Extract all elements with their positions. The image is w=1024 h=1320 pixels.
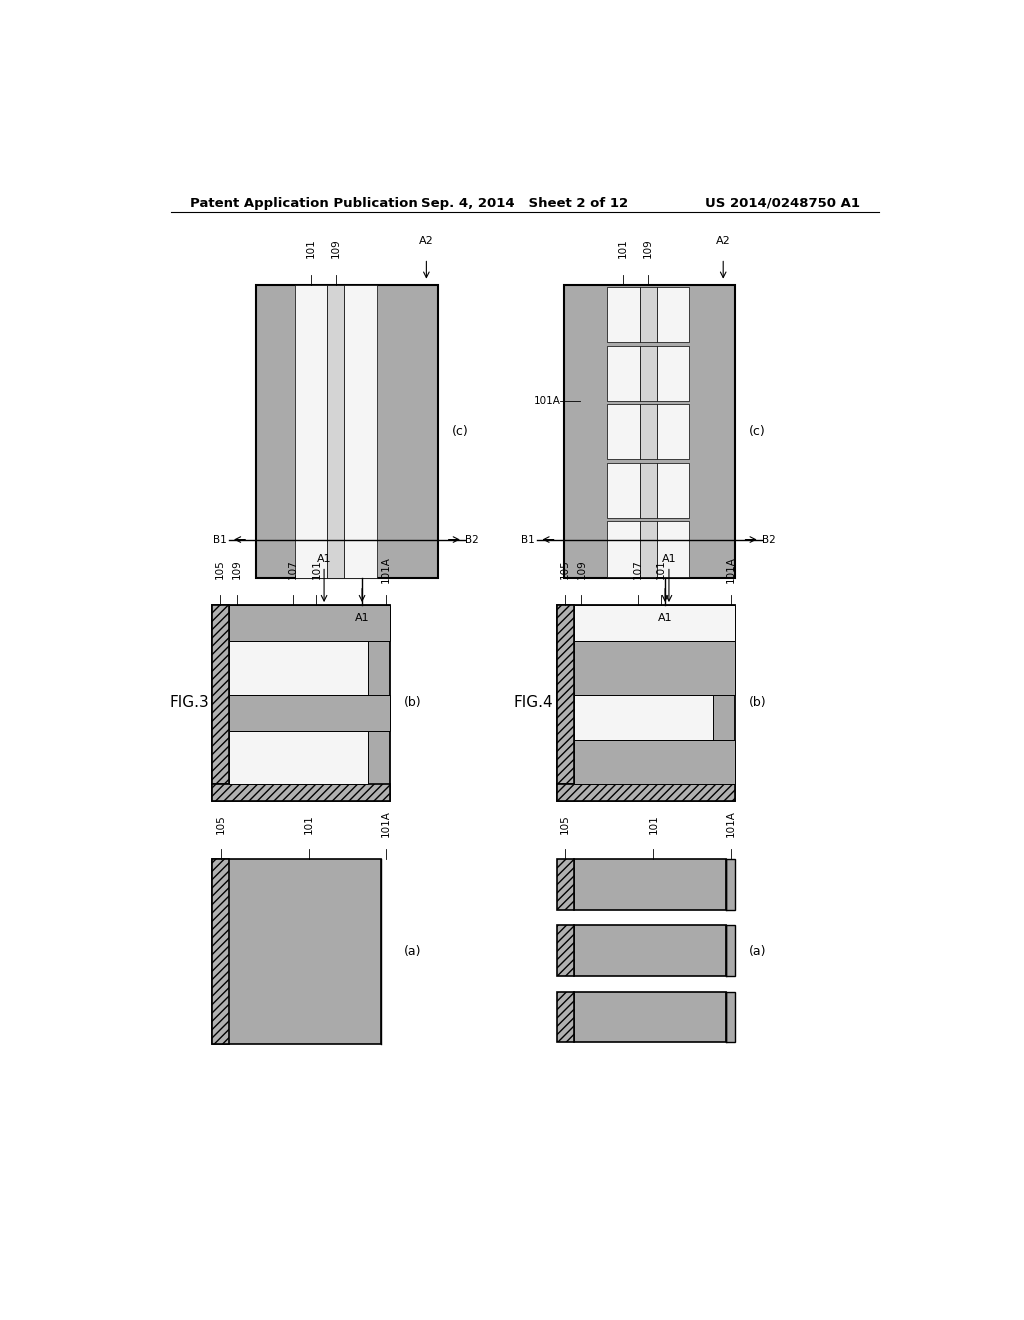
Bar (640, 346, 656, 401)
Bar (557, 784, 735, 801)
Bar (656, 521, 689, 577)
Bar (640, 462, 656, 517)
Text: 109: 109 (231, 560, 242, 579)
Text: 107: 107 (633, 560, 643, 579)
Text: (c): (c) (749, 425, 766, 438)
Bar (295, 285, 328, 578)
Bar (656, 462, 689, 517)
Text: 101A: 101A (534, 396, 560, 407)
Text: (a): (a) (749, 945, 766, 958)
Bar (573, 642, 735, 694)
Bar (328, 285, 344, 578)
Text: 105: 105 (560, 560, 570, 579)
Text: A2: A2 (419, 236, 434, 246)
Text: 101A: 101A (726, 556, 736, 583)
Text: 101A: 101A (381, 810, 391, 837)
Bar (557, 859, 573, 909)
Bar (726, 925, 735, 977)
Text: FIG.3: FIG.3 (169, 696, 209, 710)
Bar (640, 404, 656, 459)
Text: A1: A1 (354, 612, 370, 623)
Text: 107: 107 (288, 560, 298, 579)
Bar (573, 991, 726, 1043)
Text: (b): (b) (749, 696, 766, 709)
Bar (557, 605, 573, 784)
Bar (344, 285, 377, 578)
Bar (212, 605, 228, 784)
Bar (656, 404, 689, 459)
Bar (212, 859, 228, 1044)
Bar (726, 991, 735, 1043)
Bar (228, 730, 369, 784)
Text: 105: 105 (560, 814, 570, 833)
Text: 101A: 101A (381, 556, 391, 583)
Text: B2: B2 (465, 535, 479, 545)
Bar (557, 991, 573, 1043)
Text: Sep. 4, 2014   Sheet 2 of 12: Sep. 4, 2014 Sheet 2 of 12 (421, 197, 629, 210)
Bar (573, 694, 713, 739)
Text: 109: 109 (643, 239, 653, 259)
Text: 105: 105 (216, 814, 226, 833)
Text: FIG.4: FIG.4 (514, 696, 554, 710)
Text: A1: A1 (316, 554, 332, 564)
Bar (564, 285, 735, 578)
Bar (607, 286, 640, 342)
Bar (573, 925, 726, 977)
Text: 101: 101 (618, 239, 629, 259)
Text: 101: 101 (311, 560, 322, 579)
Text: 101: 101 (648, 814, 658, 833)
Text: 109: 109 (331, 239, 341, 259)
Bar (557, 605, 735, 801)
Bar (557, 925, 573, 977)
Text: A1: A1 (657, 612, 673, 623)
Bar (640, 521, 656, 577)
Text: US 2014/0248750 A1: US 2014/0248750 A1 (705, 197, 859, 210)
Text: B1: B1 (213, 535, 226, 545)
Bar (228, 605, 390, 642)
Bar (726, 859, 735, 909)
Text: B2: B2 (762, 535, 776, 545)
Bar (640, 286, 656, 342)
Bar (607, 521, 640, 577)
Bar (607, 346, 640, 401)
Text: B1: B1 (521, 535, 535, 545)
Text: (c): (c) (452, 425, 469, 438)
Bar (656, 286, 689, 342)
Bar (256, 285, 438, 578)
Bar (607, 462, 640, 517)
Text: 101: 101 (656, 560, 667, 579)
Bar (228, 642, 369, 694)
Bar (212, 859, 381, 1044)
Bar (212, 605, 390, 801)
Bar (656, 346, 689, 401)
Text: (b): (b) (403, 696, 422, 709)
Bar (228, 694, 390, 730)
Bar (573, 605, 735, 642)
Text: 101A: 101A (726, 810, 736, 837)
Bar (573, 859, 726, 909)
Bar (212, 784, 390, 801)
Bar (573, 739, 735, 784)
Text: A2: A2 (716, 236, 730, 246)
Text: 101: 101 (306, 239, 315, 259)
Text: A1: A1 (662, 554, 676, 564)
Text: 109: 109 (577, 560, 587, 579)
Text: 105: 105 (215, 560, 225, 579)
Text: Patent Application Publication: Patent Application Publication (190, 197, 418, 210)
Text: (a): (a) (403, 945, 422, 958)
Text: 101: 101 (303, 814, 313, 833)
Bar (607, 404, 640, 459)
